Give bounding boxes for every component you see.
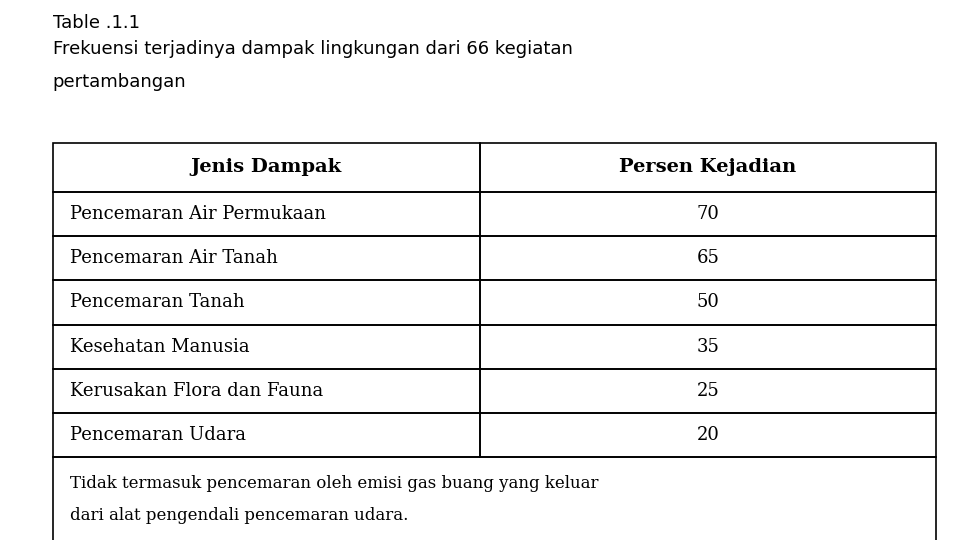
Text: Jenis Dampak: Jenis Dampak <box>191 158 342 177</box>
Text: Frekuensi terjadinya dampak lingkungan dari 66 kegiatan: Frekuensi terjadinya dampak lingkungan d… <box>53 40 573 58</box>
Text: 70: 70 <box>697 205 719 223</box>
Text: 65: 65 <box>697 249 719 267</box>
Text: 20: 20 <box>697 426 719 444</box>
Text: pertambangan: pertambangan <box>53 73 186 91</box>
Text: Sumber : US EPA, (1995): Sumber : US EPA, (1995) <box>70 539 283 540</box>
Text: Pencemaran Tanah: Pencemaran Tanah <box>70 293 245 312</box>
Text: dari alat pengendali pencemaran udara.: dari alat pengendali pencemaran udara. <box>70 507 408 524</box>
Text: Pencemaran Udara: Pencemaran Udara <box>70 426 246 444</box>
Text: Kesehatan Manusia: Kesehatan Manusia <box>70 338 250 356</box>
Text: 35: 35 <box>697 338 719 356</box>
Text: Kerusakan Flora dan Fauna: Kerusakan Flora dan Fauna <box>70 382 324 400</box>
Text: 25: 25 <box>697 382 719 400</box>
Text: Pencemaran Air Permukaan: Pencemaran Air Permukaan <box>70 205 326 223</box>
Text: Pencemaran Air Tanah: Pencemaran Air Tanah <box>70 249 278 267</box>
Text: Persen Kejadian: Persen Kejadian <box>619 158 797 177</box>
Text: Tidak termasuk pencemaran oleh emisi gas buang yang keluar: Tidak termasuk pencemaran oleh emisi gas… <box>70 475 599 492</box>
Text: 50: 50 <box>697 293 719 312</box>
Text: Table .1.1: Table .1.1 <box>53 14 140 31</box>
